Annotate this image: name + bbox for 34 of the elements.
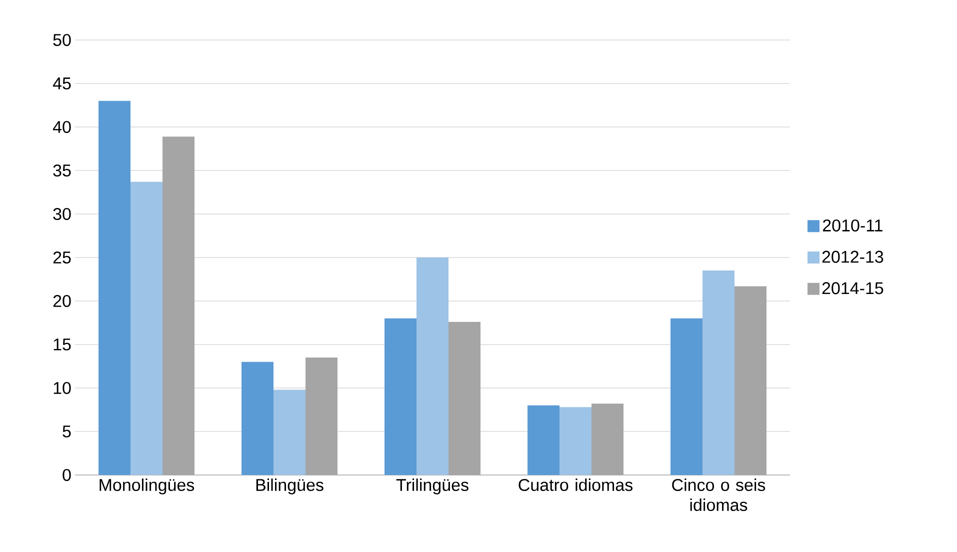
y-tick-label: 0 (62, 468, 71, 482)
y-tick-label: 35 (53, 164, 71, 177)
y-tick-label: 10 (54, 382, 71, 394)
bar (528, 405, 560, 475)
y-tick-label: 25 (53, 251, 71, 264)
x-tick-label: Cinco o seis idiomas (672, 478, 766, 512)
bar (734, 286, 767, 475)
x-tick-label: Bilingües (256, 478, 324, 494)
bar (306, 358, 338, 475)
bar (98, 100, 131, 475)
bar (702, 270, 735, 475)
bar (592, 404, 624, 475)
legend-label: 2012-13 (822, 250, 884, 263)
y-tick-label: 30 (53, 208, 71, 220)
y-tick-label: 5 (62, 426, 71, 438)
y-tick-label: 40 (52, 120, 71, 134)
x-tick-label: Trilingües (396, 478, 468, 494)
bar (162, 136, 195, 475)
y-tick-label: 50 (53, 34, 71, 46)
bar (384, 318, 417, 475)
y-tick-label: 20 (53, 294, 71, 308)
bar (448, 322, 481, 475)
bar (560, 407, 592, 475)
bar (416, 257, 449, 475)
x-tick-label: Monolingües (100, 478, 194, 494)
legend-label: 2010-11 (823, 219, 882, 232)
bar (130, 182, 163, 475)
bar (670, 318, 703, 475)
y-tick-label: 45 (52, 78, 71, 90)
bar (242, 362, 274, 475)
y-tick-label: 15 (54, 338, 71, 350)
legend-label: 2014-15 (822, 282, 884, 294)
x-tick-label: Cuatro idiomas (518, 478, 633, 492)
bar (274, 390, 306, 475)
